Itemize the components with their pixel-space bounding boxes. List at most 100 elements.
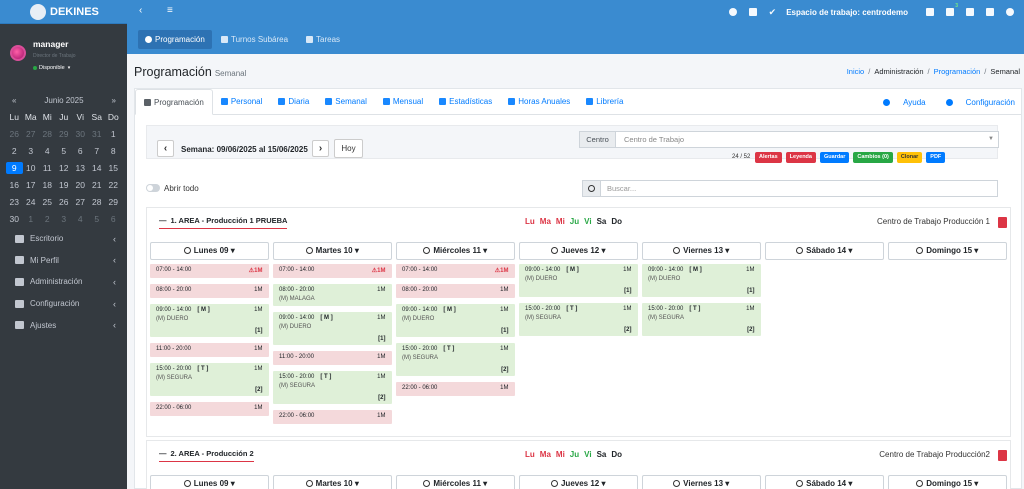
workspace-label[interactable]: Espacio de trabajo: centrodemo [786,7,908,17]
calendar-day[interactable]: 29 [59,129,69,139]
weekday-toggle[interactable]: Ma [539,217,551,226]
weekday-toggle[interactable]: Lu [525,450,535,459]
calendar-icon[interactable] [748,8,757,16]
clock-icon[interactable] [728,8,737,16]
next-week-button[interactable]: › [312,140,329,157]
tab-1[interactable]: Personal [213,88,271,114]
calendar-next-button[interactable]: » [111,96,116,105]
weekday-toggle[interactable]: Sa [596,450,607,459]
weekday-toggle[interactable]: Ju [569,217,580,226]
search-input[interactable]: Buscar... [607,184,637,193]
calendar-day[interactable]: 28 [42,129,52,139]
day-header[interactable]: Miércoles 11 ▾ [396,242,515,260]
calendar-day[interactable]: 17 [26,180,36,190]
shift-card[interactable]: 09:00 - 14:00 [ M ] 1M (M) DUERO [1] [150,304,269,337]
collapse-icon[interactable]: — [159,449,167,458]
shift-card[interactable]: 07:00 - 14:00 ⚠1M [396,264,515,278]
user-status-dropdown[interactable]: Disponible ▾ [33,65,70,71]
calendar-day[interactable]: 19 [59,180,69,190]
shift-card[interactable]: 22:00 - 06:00 1M [273,410,392,424]
day-header[interactable]: Viernes 13 ▾ [642,475,761,489]
tasks-icon[interactable]: 3 [946,3,958,16]
day-header[interactable]: Jueves 12 ▾ [519,242,638,260]
calendar-day[interactable]: 28 [92,197,102,207]
mail-icon[interactable] [926,8,934,16]
calendar-day[interactable]: 30 [75,129,85,139]
calendar-day[interactable]: 27 [26,129,36,139]
day-header[interactable]: Sábado 14 ▾ [765,475,884,489]
calendar-day[interactable]: 8 [110,146,116,156]
help-link[interactable]: Ayuda [873,98,926,107]
day-header[interactable]: Domingo 15 ▾ [888,475,1007,489]
calendar-day[interactable]: 18 [42,180,52,190]
shift-card[interactable]: 15:00 - 20:00 [ T ] 1M (M) SEGURA [2] [396,343,515,376]
tab-5[interactable]: Estadísticas [431,88,500,114]
day-header[interactable]: Sábado 14 ▾ [765,242,884,260]
calendar-day[interactable]: 15 [108,163,118,173]
calendar-day[interactable]: 6 [110,214,116,224]
weekday-toggle[interactable]: Ju [569,450,580,459]
menu-icon[interactable]: ≡ [167,5,173,16]
day-header[interactable]: Jueves 12 ▾ [519,475,638,489]
grid-icon[interactable] [1006,8,1014,16]
calendar-day[interactable]: 5 [61,146,67,156]
calendar-day[interactable]: 12 [59,163,69,173]
day-header[interactable]: Miércoles 11 ▾ [396,475,515,489]
shift-card[interactable]: 07:00 - 14:00 ⚠1M [150,264,269,278]
alertas-button[interactable]: Alertas [755,152,782,163]
tab-4[interactable]: Mensual [375,88,431,114]
weekday-toggle[interactable]: Mi [555,217,565,226]
tab-6[interactable]: Horas Anuales [500,88,578,114]
subtab-programacion[interactable]: Programación [138,30,212,49]
calendar-day[interactable]: 27 [75,197,85,207]
centro-select[interactable]: Centro Centro de Trabajo ▼ [579,131,999,148]
breadcrumb-inicio[interactable]: Inicio [846,67,865,76]
tab-7[interactable]: Librería [578,88,631,114]
day-header[interactable]: Viernes 13 ▾ [642,242,761,260]
calendar-day[interactable]: 4 [44,146,50,156]
day-header[interactable]: Lunes 09 ▾ [150,475,269,489]
sidebar-item-1[interactable]: Mi Perfil ‹ [0,250,127,272]
weekday-toggle[interactable]: Vi [584,450,592,459]
trash-icon[interactable] [998,450,1007,461]
shift-card[interactable]: 09:00 - 14:00 [ M ] 1M (M) DUERO [1] [396,304,515,337]
guardar-button[interactable]: Guardar [819,152,850,163]
calendar-day[interactable]: 2 [44,214,50,224]
shift-card[interactable]: 11:00 - 20:00 1M [150,343,269,357]
calendar-day[interactable]: 16 [9,180,19,190]
calendar-day[interactable]: 4 [77,214,83,224]
tab-0[interactable]: Programación [135,89,213,115]
calendar-day[interactable]: 1 [28,214,34,224]
calendar-prev-button[interactable]: « [12,96,17,105]
calendar-day[interactable]: 23 [9,197,19,207]
sidebar-item-0[interactable]: Escritorio ‹ [0,228,127,250]
check-icon[interactable]: ✔ [768,6,777,17]
weekday-toggle[interactable]: Do [611,450,623,459]
shift-card[interactable]: 22:00 - 06:00 1M [396,382,515,396]
calendar-day[interactable]: 30 [9,214,19,224]
trash-icon[interactable] [998,217,1007,228]
calendar-day[interactable]: 29 [108,197,118,207]
calendar-day[interactable]: 21 [92,180,102,190]
calendar-day[interactable]: 14 [92,163,102,173]
calendar-day[interactable]: 2 [11,146,17,156]
calendar-day[interactable]: 13 [75,163,85,173]
sidebar-item-2[interactable]: Administración ‹ [0,271,127,293]
shift-card[interactable]: 09:00 - 14:00 [ M ] 1M (M) DUERO [1] [519,264,638,297]
config-link[interactable]: Configuración [936,98,1015,107]
calendar-day[interactable]: 24 [26,197,36,207]
today-button[interactable]: Hoy [334,139,363,158]
collapse-sidebar-icon[interactable]: ‹ [139,5,143,16]
weekday-toggle[interactable]: Ma [539,450,551,459]
shift-card[interactable]: 11:00 - 20:00 1M [273,351,392,365]
calendar-day[interactable]: 10 [26,163,36,173]
day-header[interactable]: Martes 10 ▾ [273,475,392,489]
calendar-day[interactable]: 26 [9,129,19,139]
user-name[interactable]: manager [33,39,69,49]
weekday-toggle[interactable]: Sa [596,217,607,226]
brand-bar[interactable]: DEKINES [0,0,127,24]
calendar-day[interactable]: 22 [108,180,118,190]
sidebar-item-3[interactable]: Configuración ‹ [0,293,127,315]
weekday-toggle[interactable]: Vi [584,217,592,226]
day-header[interactable]: Martes 10 ▾ [273,242,392,260]
